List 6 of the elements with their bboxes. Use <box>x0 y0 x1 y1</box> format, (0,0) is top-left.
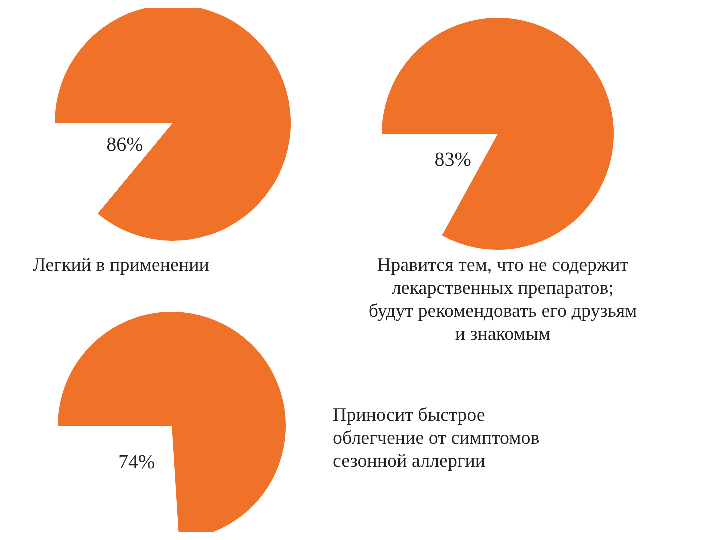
text: Приносит быстрое облегчение от симптомов сезонной аллергии <box>333 404 541 473</box>
text: 83% <box>434 148 472 171</box>
text: 86% <box>106 134 144 156</box>
text: Нравится тем, что не содержит лекарственных препаратов; будут рекомендовать его друзьям и знакомым <box>368 254 638 346</box>
text: 74% <box>118 452 156 474</box>
text: Легкий в применении <box>33 254 210 277</box>
